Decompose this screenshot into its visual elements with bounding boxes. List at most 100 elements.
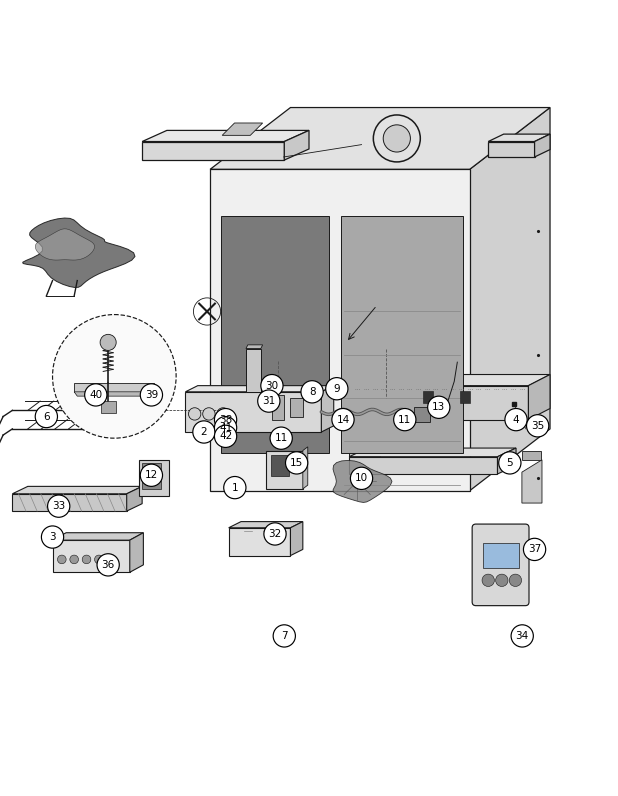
- Polygon shape: [349, 448, 516, 457]
- Text: 30: 30: [265, 380, 279, 391]
- Circle shape: [214, 416, 237, 439]
- Circle shape: [224, 477, 246, 499]
- Circle shape: [326, 377, 348, 400]
- Polygon shape: [522, 460, 542, 503]
- Polygon shape: [246, 345, 263, 349]
- Text: 33: 33: [52, 501, 66, 511]
- Polygon shape: [185, 385, 334, 392]
- Polygon shape: [266, 451, 303, 489]
- Polygon shape: [229, 528, 290, 556]
- Circle shape: [48, 495, 70, 517]
- Text: 5: 5: [507, 458, 513, 468]
- Polygon shape: [488, 134, 550, 142]
- Text: 6: 6: [43, 412, 49, 422]
- Text: 15: 15: [290, 458, 303, 468]
- Circle shape: [264, 523, 286, 545]
- Circle shape: [95, 555, 103, 564]
- Circle shape: [188, 408, 201, 420]
- Polygon shape: [423, 391, 433, 403]
- Text: 36: 36: [101, 560, 115, 570]
- Polygon shape: [483, 543, 519, 568]
- Polygon shape: [290, 521, 303, 556]
- Text: 37: 37: [528, 544, 541, 554]
- Circle shape: [527, 415, 549, 437]
- Text: 2: 2: [201, 427, 207, 437]
- Text: 4: 4: [513, 415, 519, 424]
- Polygon shape: [321, 385, 334, 432]
- Text: 7: 7: [281, 631, 287, 641]
- Text: 40: 40: [89, 390, 103, 400]
- Polygon shape: [130, 533, 143, 572]
- Circle shape: [35, 405, 57, 427]
- Text: 9: 9: [334, 384, 340, 394]
- Circle shape: [332, 408, 354, 431]
- Circle shape: [511, 625, 533, 647]
- Circle shape: [523, 538, 546, 560]
- Polygon shape: [272, 395, 284, 419]
- Circle shape: [107, 555, 116, 564]
- Circle shape: [57, 555, 66, 564]
- Polygon shape: [522, 451, 541, 460]
- Polygon shape: [53, 533, 143, 540]
- Circle shape: [214, 408, 237, 431]
- Circle shape: [258, 390, 280, 412]
- Polygon shape: [210, 107, 550, 170]
- Polygon shape: [349, 385, 528, 419]
- Polygon shape: [222, 123, 263, 135]
- Polygon shape: [142, 463, 161, 490]
- Circle shape: [505, 408, 527, 431]
- Circle shape: [140, 384, 163, 406]
- Circle shape: [217, 408, 229, 420]
- Circle shape: [350, 467, 373, 490]
- Text: 13: 13: [432, 402, 446, 412]
- Text: 11: 11: [398, 415, 412, 424]
- Polygon shape: [35, 228, 95, 260]
- Polygon shape: [142, 142, 284, 160]
- Polygon shape: [210, 170, 470, 490]
- Polygon shape: [271, 455, 289, 477]
- Circle shape: [301, 380, 323, 403]
- Polygon shape: [535, 134, 550, 157]
- Text: 11: 11: [274, 433, 288, 443]
- Circle shape: [286, 452, 308, 474]
- Text: 12: 12: [145, 470, 158, 480]
- Polygon shape: [74, 392, 158, 396]
- Polygon shape: [349, 374, 550, 385]
- Circle shape: [273, 625, 295, 647]
- Text: 41: 41: [219, 423, 232, 433]
- Circle shape: [193, 421, 215, 443]
- Text: 10: 10: [355, 474, 368, 483]
- Circle shape: [85, 384, 107, 406]
- Text: 31: 31: [262, 396, 276, 406]
- Circle shape: [100, 334, 116, 350]
- Polygon shape: [414, 407, 430, 422]
- Circle shape: [97, 554, 119, 576]
- Text: 42: 42: [219, 431, 232, 441]
- Polygon shape: [246, 349, 261, 392]
- Polygon shape: [101, 401, 116, 413]
- Circle shape: [140, 464, 163, 486]
- Circle shape: [70, 555, 78, 564]
- Polygon shape: [221, 216, 329, 454]
- Polygon shape: [284, 131, 309, 160]
- Text: 1: 1: [232, 482, 238, 493]
- Text: 3: 3: [49, 532, 56, 542]
- Polygon shape: [23, 218, 135, 287]
- Circle shape: [203, 408, 215, 420]
- Polygon shape: [127, 486, 142, 511]
- Circle shape: [509, 574, 522, 587]
- Polygon shape: [303, 447, 308, 489]
- Polygon shape: [497, 448, 516, 474]
- Circle shape: [261, 374, 283, 396]
- Text: 35: 35: [531, 421, 544, 431]
- Polygon shape: [349, 385, 380, 457]
- Text: 39: 39: [145, 390, 158, 400]
- Polygon shape: [460, 391, 470, 403]
- Circle shape: [394, 408, 416, 431]
- Polygon shape: [528, 374, 550, 419]
- Polygon shape: [12, 494, 127, 511]
- Polygon shape: [333, 460, 392, 502]
- Text: 8: 8: [309, 387, 315, 397]
- Circle shape: [496, 574, 508, 587]
- Polygon shape: [139, 460, 169, 496]
